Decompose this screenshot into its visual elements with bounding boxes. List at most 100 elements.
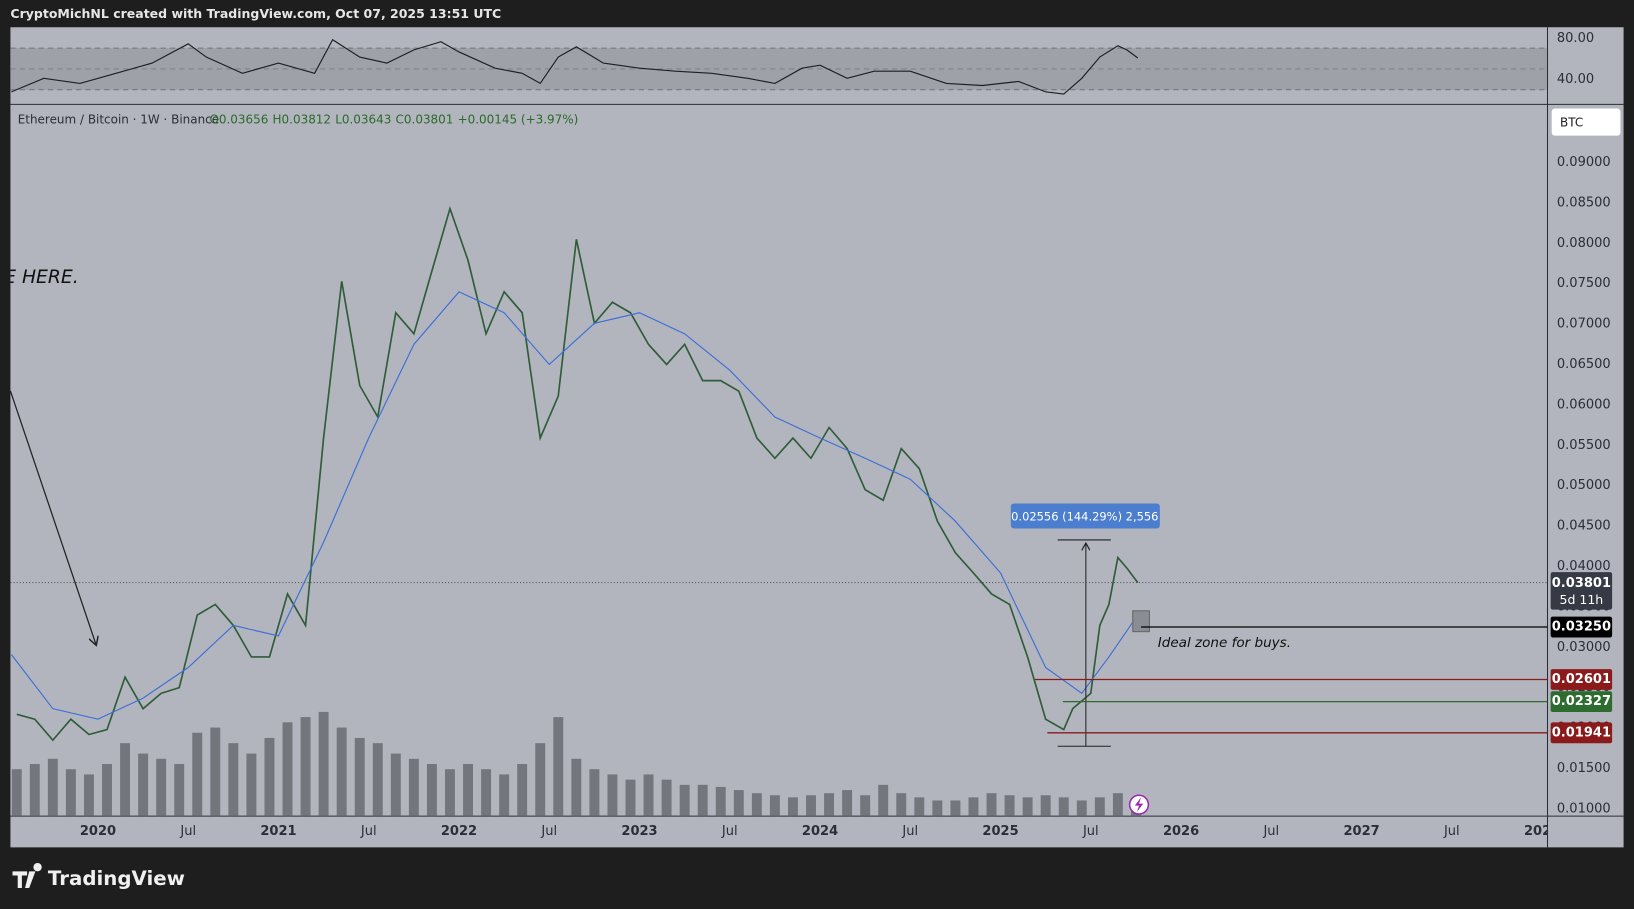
series-line (11, 38, 1139, 95)
volume-bar (390, 753, 401, 817)
y-tick-label: 0.05500 (1557, 438, 1611, 453)
volume-bar (860, 795, 871, 817)
volume-bar (517, 764, 528, 817)
volume-bar (553, 717, 564, 817)
volume-bar (1076, 800, 1087, 817)
countdown: 5d 11h (1560, 592, 1604, 607)
x-tick-label: 2025 (982, 824, 1018, 839)
volume-bar (47, 758, 58, 817)
volume-bar (1004, 795, 1015, 817)
y-tick-label: 0.08000 (1557, 236, 1611, 251)
y-tick-label: 40.00 (1557, 72, 1594, 87)
partial-note: E HERE. (4, 267, 79, 288)
last-price-box (1550, 572, 1613, 610)
volume-bar (445, 769, 455, 817)
volume-bar (715, 786, 726, 817)
x-tick-label: Jul (360, 824, 377, 839)
x-tick-label: 2024 (802, 824, 838, 839)
volume-bar (228, 743, 239, 817)
x-tick-label: 2023 (621, 824, 657, 839)
volume-bar (1112, 793, 1123, 817)
event-icon-bolt (1134, 797, 1144, 812)
volume-bar (300, 717, 311, 817)
volume-bar (896, 793, 907, 817)
ohlc-value: O0.03656 (209, 112, 268, 126)
currency: BTC (1560, 116, 1583, 130)
chart-area (10, 27, 1624, 848)
y-tick-label: 80.00 (1557, 31, 1594, 46)
arrow (9, 390, 95, 644)
volume-bar (65, 769, 76, 817)
volume-bar (607, 774, 618, 817)
volume-bar (1040, 795, 1051, 817)
level-box (1550, 616, 1613, 638)
y-tick-label: 0.05000 (1557, 478, 1611, 493)
ohlc-value: C0.03801 (396, 112, 454, 126)
ohlc-value: H0.03812 (273, 112, 332, 126)
y-tick-label: 0.04000 (1557, 559, 1611, 574)
volume-bar (264, 737, 275, 817)
y-tick-label: 0.03000 (1557, 640, 1611, 655)
volume-bar (950, 800, 961, 817)
y-tick-label: 0.07500 (1557, 276, 1611, 291)
volume-bar (697, 784, 708, 817)
ohlc-value: +0.00145 (+3.97%) (458, 112, 579, 126)
volume-bar (932, 800, 943, 817)
volume-bar (661, 779, 672, 817)
volume-bar (914, 797, 925, 817)
y-tick-label: 0.07000 (1557, 317, 1611, 332)
volume-bar (824, 793, 835, 817)
volume-bar (102, 764, 112, 817)
volume-bar (481, 769, 492, 817)
x-tick-label: Jul (540, 824, 557, 839)
y-tick-label: 0.09000 (1557, 155, 1611, 170)
volume-bar (11, 769, 22, 817)
x-tick-label: Jul (1443, 824, 1460, 839)
series-line (16, 205, 1139, 742)
note: Ideal zone for buys. (1158, 635, 1291, 651)
x-tick-label: Jul (1262, 824, 1279, 839)
zone-box (1132, 610, 1150, 633)
volume-bar (1058, 797, 1069, 817)
brand: TradingView (48, 867, 185, 890)
y-tick-label: 0.04500 (1557, 519, 1611, 534)
volume-bar (571, 758, 582, 817)
x-tick-label: Jul (179, 824, 196, 839)
level-box (1550, 669, 1613, 690)
level-label: 0.03250 (1552, 620, 1611, 635)
volume-bar (499, 774, 510, 817)
volume-bar (842, 790, 853, 817)
volume-bar (282, 722, 293, 817)
series-line (10, 291, 1139, 720)
volume-bar (83, 774, 94, 817)
volume-bar (1022, 797, 1033, 817)
x-tick-label: 2027 (1343, 824, 1379, 839)
level-box (1550, 722, 1613, 744)
level-label: 0.02327 (1552, 694, 1611, 709)
volume-bar (318, 711, 329, 817)
currency-box (1551, 108, 1621, 136)
x-tick-label: 2028 (1524, 824, 1560, 839)
symbol: Ethereum / Bitcoin · 1W · Binance (18, 112, 219, 126)
last-price-label: 0.03801 (1552, 576, 1611, 591)
level-box (1550, 691, 1613, 713)
logo-icon (12, 863, 42, 889)
y-tick-label: 0.06500 (1557, 357, 1611, 372)
x-tick-label: 2022 (441, 824, 477, 839)
volume-bar (372, 743, 383, 817)
ohlc-legend: O0.03656 H0.03812 L0.03643 C0.03801 +0.00145… (209, 112, 578, 126)
volume-bar (806, 795, 816, 817)
plots (10, 38, 1141, 817)
x-tick-label: Jul (721, 824, 738, 839)
volume-bar (751, 793, 762, 817)
volume-bar (336, 727, 347, 817)
volume-bar (769, 795, 780, 817)
volume-bar (426, 764, 437, 817)
volume-bar (138, 753, 149, 817)
volume-bar (120, 743, 131, 817)
y-tick-label: 0.06000 (1557, 397, 1611, 412)
volume-bar (210, 727, 221, 817)
x-tick-label: 2021 (260, 824, 296, 839)
volume-bar (878, 784, 889, 817)
